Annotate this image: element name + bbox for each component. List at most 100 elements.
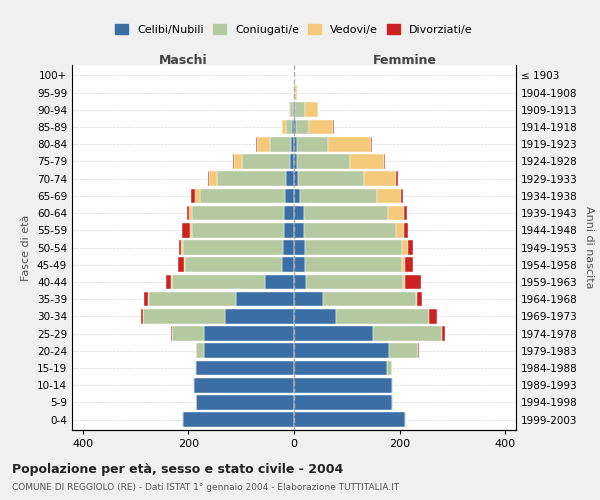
Bar	[183, 240, 283, 255]
Bar	[403, 274, 405, 289]
Bar	[284, 206, 294, 220]
Bar	[194, 360, 196, 376]
Bar	[194, 378, 294, 392]
Bar	[191, 188, 195, 203]
Bar	[292, 137, 294, 152]
Bar	[143, 309, 225, 324]
Bar	[179, 240, 181, 255]
Bar	[225, 309, 294, 324]
Bar	[304, 206, 388, 220]
Bar	[166, 274, 172, 289]
Bar	[294, 102, 295, 117]
Bar	[294, 344, 389, 358]
Bar	[442, 326, 445, 341]
Bar	[336, 309, 429, 324]
Bar	[290, 102, 293, 117]
Bar	[305, 240, 403, 255]
Bar	[204, 326, 294, 341]
Bar	[396, 172, 398, 186]
Bar	[294, 412, 405, 427]
Bar	[149, 292, 236, 306]
Bar	[294, 274, 305, 289]
Bar	[373, 326, 442, 341]
Bar	[209, 172, 217, 186]
Y-axis label: Anni di nascita: Anni di nascita	[584, 206, 594, 289]
Bar	[323, 292, 416, 306]
Bar	[286, 172, 294, 186]
Bar	[309, 120, 332, 134]
Bar	[290, 154, 294, 168]
Bar	[236, 292, 294, 306]
Bar	[284, 223, 294, 238]
Text: Popolazione per età, sesso e stato civile - 2004: Popolazione per età, sesso e stato civil…	[12, 462, 343, 475]
Bar	[200, 188, 285, 203]
Bar	[416, 292, 422, 306]
Bar	[257, 137, 270, 152]
Bar	[294, 309, 336, 324]
Bar	[182, 223, 190, 238]
Bar	[294, 292, 323, 306]
Bar	[270, 137, 292, 152]
Bar	[294, 154, 296, 168]
Bar	[286, 120, 292, 134]
Bar	[332, 120, 334, 134]
Bar	[181, 240, 183, 255]
Bar	[405, 258, 413, 272]
Bar	[377, 188, 401, 203]
Bar	[386, 360, 392, 376]
Bar	[388, 206, 404, 220]
Bar	[144, 292, 148, 306]
Bar	[371, 137, 372, 152]
Bar	[234, 154, 242, 168]
Bar	[384, 154, 385, 168]
Bar	[196, 395, 294, 410]
Bar	[265, 274, 294, 289]
Text: Femmine: Femmine	[373, 54, 437, 66]
Bar	[294, 240, 305, 255]
Bar	[301, 188, 377, 203]
Bar	[294, 206, 304, 220]
Bar	[172, 274, 265, 289]
Bar	[183, 412, 294, 427]
Bar	[184, 258, 185, 272]
Bar	[396, 223, 404, 238]
Bar	[294, 326, 373, 341]
Bar	[185, 258, 283, 272]
Bar	[294, 360, 386, 376]
Bar	[204, 344, 294, 358]
Bar	[294, 258, 305, 272]
Bar	[282, 120, 286, 134]
Bar	[283, 240, 294, 255]
Bar	[430, 309, 437, 324]
Bar	[196, 344, 204, 358]
Bar	[233, 154, 234, 168]
Bar	[283, 258, 294, 272]
Bar	[405, 274, 421, 289]
Bar	[178, 258, 184, 272]
Bar	[294, 137, 296, 152]
Bar	[192, 223, 284, 238]
Bar	[392, 378, 394, 392]
Bar	[389, 344, 418, 358]
Bar	[401, 188, 403, 203]
Bar	[294, 378, 392, 392]
Bar	[294, 188, 301, 203]
Legend: Celibi/Nubili, Coniugati/e, Vedovi/e, Divorziati/e: Celibi/Nubili, Coniugati/e, Vedovi/e, Di…	[111, 20, 477, 39]
Bar	[418, 344, 419, 358]
Bar	[294, 223, 304, 238]
Bar	[403, 258, 405, 272]
Bar	[407, 240, 413, 255]
Bar	[141, 309, 143, 324]
Bar	[256, 137, 257, 152]
Bar	[171, 326, 172, 341]
Bar	[404, 206, 407, 220]
Bar	[294, 85, 295, 100]
Bar	[364, 172, 396, 186]
Bar	[193, 378, 194, 392]
Text: COMUNE DI REGGIOLO (RE) - Dati ISTAT 1° gennaio 2004 - Elaborazione TUTTITALIA.I: COMUNE DI REGGIOLO (RE) - Dati ISTAT 1° …	[12, 482, 399, 492]
Text: Maschi: Maschi	[158, 54, 208, 66]
Bar	[294, 395, 392, 410]
Y-axis label: Fasce di età: Fasce di età	[22, 214, 31, 280]
Bar	[294, 172, 298, 186]
Bar	[295, 102, 305, 117]
